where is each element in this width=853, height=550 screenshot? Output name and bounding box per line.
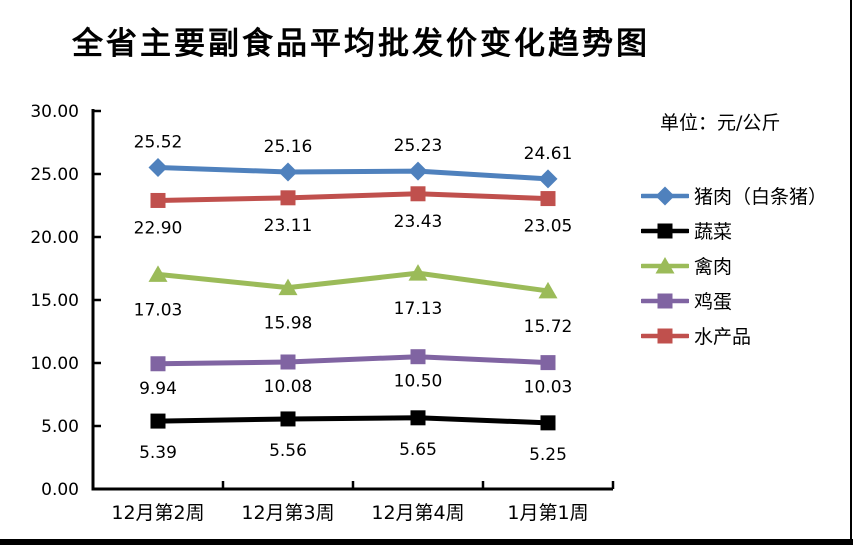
x-axis-label: 12月第2周	[111, 502, 204, 524]
data-label: 24.61	[524, 144, 573, 164]
diamond-marker	[538, 169, 558, 189]
legend-marker-shape	[657, 293, 673, 308]
square-marker	[280, 354, 296, 370]
square-legend-marker-icon	[641, 293, 689, 308]
data-label: 25.23	[394, 136, 443, 156]
chart-legend: 猪肉（白条猪） 蔬菜禽肉鸡蛋水产品	[641, 178, 827, 353]
data-label: 10.50	[394, 372, 443, 392]
square-legend-marker-icon	[641, 223, 689, 238]
square-marker	[410, 410, 426, 426]
chart-title: 全省主要副食品平均批发价变化趋势图	[72, 26, 650, 62]
data-label: 17.03	[134, 300, 183, 320]
triangle-marker	[278, 278, 298, 296]
legend-item-0: 猪肉（白条猪）	[641, 178, 827, 213]
bottom-border	[0, 539, 853, 545]
series-line-3	[155, 354, 551, 367]
square-marker	[410, 186, 426, 202]
square-marker	[540, 355, 556, 371]
y-axis-tick-label: 15.00	[30, 291, 79, 311]
diamond-marker	[408, 161, 428, 181]
data-label: 10.03	[524, 378, 573, 398]
series-line-1	[155, 415, 551, 426]
triangle-marker	[408, 264, 428, 281]
legend-marker-shape	[655, 186, 675, 205]
legend-label: 鸡蛋	[694, 291, 733, 313]
legend-item-2: 禽肉	[641, 248, 827, 283]
square-marker	[150, 356, 166, 372]
legend-marker-shape	[655, 256, 675, 273]
y-axis-tick-label: 30.00	[30, 102, 79, 122]
y-axis-tick-label: 20.00	[30, 228, 79, 248]
square-marker	[150, 413, 166, 429]
series-line-2	[155, 270, 551, 294]
square-marker	[540, 191, 556, 207]
legend-label: 猪肉（白条猪）	[694, 186, 828, 208]
series-line-0	[155, 164, 551, 182]
y-axis-tick-label: 0.00	[41, 480, 79, 500]
triangle-legend-marker-icon	[641, 256, 689, 273]
series-line-4	[155, 191, 551, 203]
data-label: 5.56	[269, 441, 307, 461]
data-label: 10.08	[264, 377, 313, 397]
data-label: 25.52	[134, 132, 183, 152]
legend-label: 水产品	[694, 326, 752, 348]
unit-label: 单位：元/公斤	[660, 112, 781, 134]
y-axis-tick-label: 25.00	[30, 165, 79, 185]
data-label: 5.25	[529, 445, 567, 465]
square-marker	[280, 190, 296, 206]
data-label: 9.94	[139, 379, 177, 399]
legend-label: 蔬菜	[694, 221, 733, 243]
y-axis-tick-label: 5.00	[41, 417, 79, 437]
legend-item-3: 鸡蛋	[641, 283, 827, 318]
data-label: 5.39	[139, 443, 177, 463]
data-label: 23.05	[524, 217, 573, 237]
right-border	[850, 0, 852, 545]
diamond-marker	[148, 157, 168, 177]
x-axis-label: 12月第4周	[371, 502, 464, 524]
square-marker	[280, 411, 296, 427]
x-axis-label: 12月第3周	[241, 502, 334, 524]
square-legend-marker-icon	[641, 328, 689, 343]
diamond-legend-marker-icon	[641, 186, 689, 205]
triangle-marker	[538, 281, 558, 299]
diamond-marker	[278, 162, 298, 182]
data-label: 15.98	[264, 314, 313, 334]
y-axis-tick-label: 10.00	[30, 354, 79, 374]
data-label: 5.65	[399, 440, 437, 460]
legend-marker-shape	[657, 328, 673, 343]
square-marker	[540, 415, 556, 431]
legend-item-1: 蔬菜	[641, 213, 827, 248]
axis-line	[91, 109, 613, 491]
x-axis-label: 1月第1周	[507, 502, 588, 524]
legend-label: 禽肉	[694, 256, 733, 278]
data-label: 15.72	[524, 317, 573, 337]
square-marker	[410, 349, 426, 365]
triangle-marker	[148, 265, 168, 282]
legend-marker-shape	[657, 223, 673, 238]
data-label: 22.90	[134, 218, 183, 238]
data-label: 23.43	[394, 212, 443, 232]
data-label: 25.16	[264, 137, 313, 157]
legend-item-4: 水产品	[641, 318, 827, 353]
data-label: 17.13	[394, 299, 443, 319]
data-label: 23.11	[264, 216, 313, 236]
square-marker	[150, 192, 166, 208]
